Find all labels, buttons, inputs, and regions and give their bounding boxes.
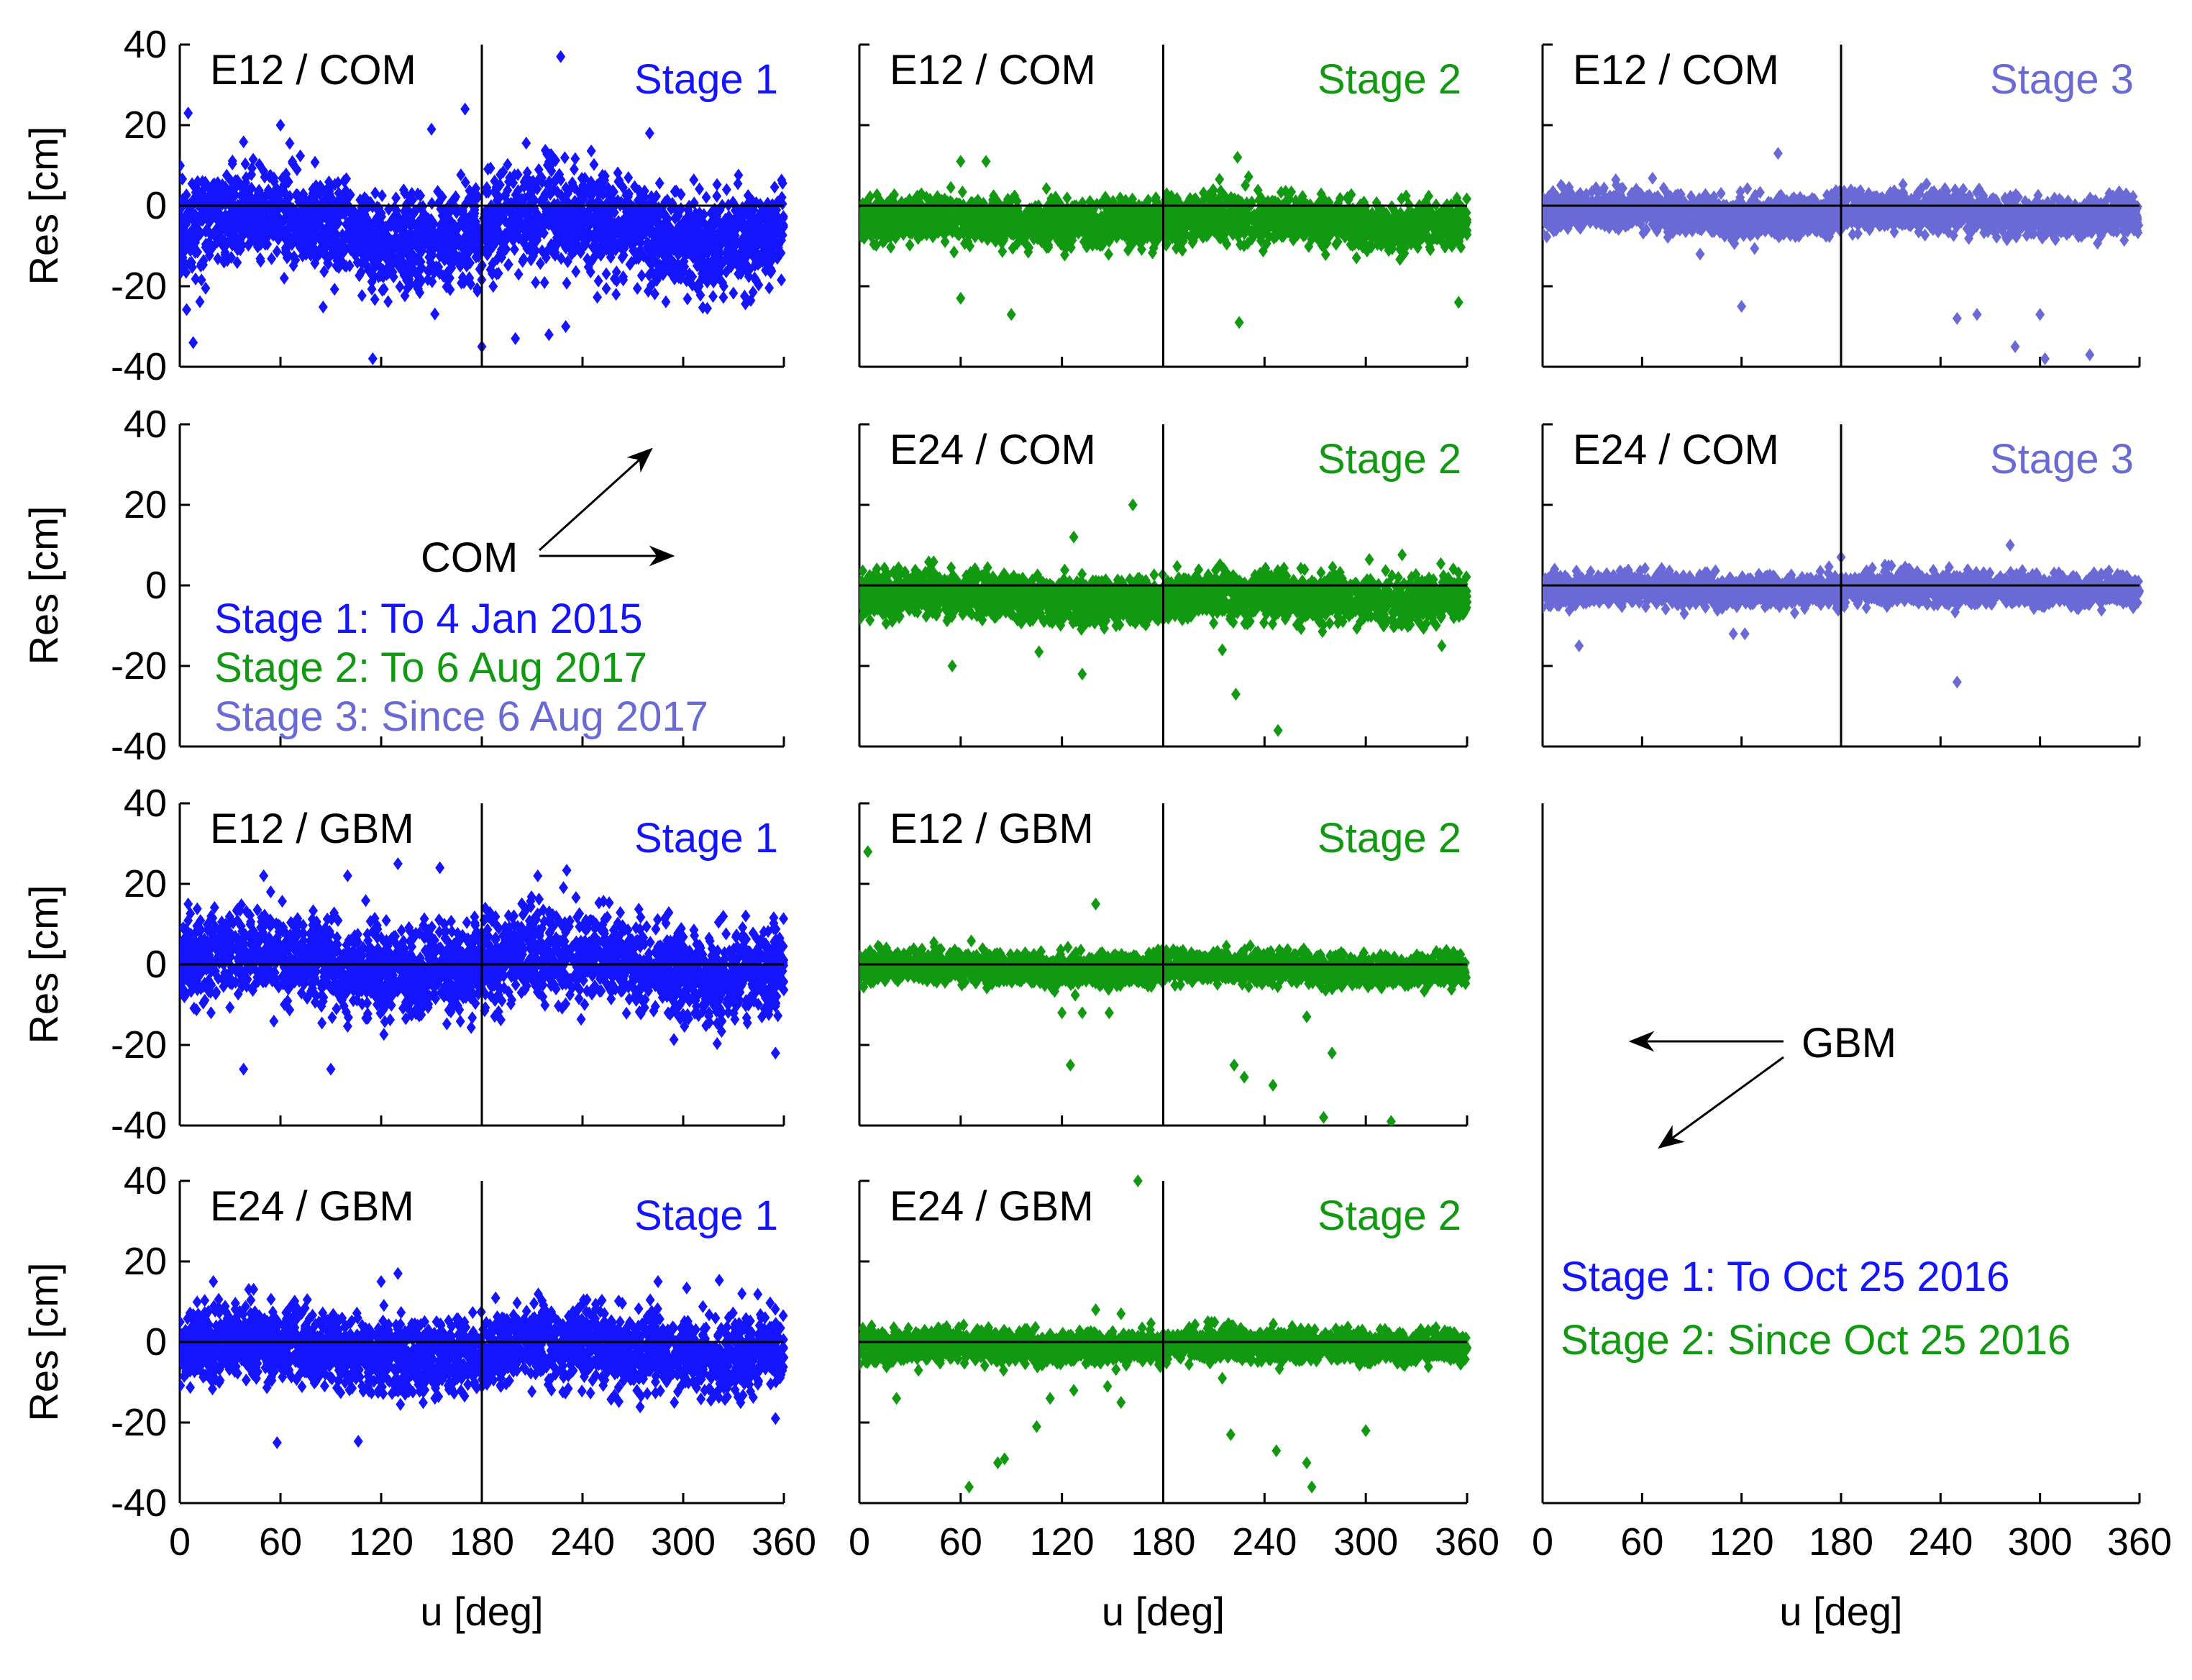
y-tick-label: -20 bbox=[111, 265, 167, 308]
data-point bbox=[561, 320, 570, 333]
data-point bbox=[182, 303, 191, 316]
data-point bbox=[544, 328, 554, 341]
data-point bbox=[368, 352, 378, 365]
data-point bbox=[311, 156, 320, 169]
data-point bbox=[521, 137, 531, 150]
data-point bbox=[655, 177, 665, 190]
data-point bbox=[514, 268, 524, 280]
panel-label: E12 / COM bbox=[210, 47, 416, 93]
data-point bbox=[722, 183, 731, 196]
data-point bbox=[661, 296, 670, 309]
data-point bbox=[378, 189, 387, 202]
data-point bbox=[602, 268, 611, 280]
data-point bbox=[391, 191, 401, 204]
data-point bbox=[587, 145, 596, 158]
data-point bbox=[712, 190, 721, 203]
data-point bbox=[276, 119, 286, 132]
data-point bbox=[239, 135, 248, 148]
data-point bbox=[383, 295, 393, 308]
data-point bbox=[188, 336, 198, 349]
data-point bbox=[777, 273, 786, 286]
data-point bbox=[183, 106, 193, 119]
y-tick-label: 0 bbox=[145, 184, 167, 227]
data-point bbox=[531, 276, 540, 289]
stage-label: Stage 1 bbox=[634, 56, 778, 103]
data-point bbox=[540, 276, 549, 289]
data-point bbox=[562, 277, 572, 290]
data-point bbox=[594, 275, 603, 288]
data-point bbox=[729, 287, 738, 300]
data-point bbox=[611, 288, 621, 301]
data-point bbox=[593, 291, 602, 303]
data-point bbox=[319, 301, 328, 314]
data-point bbox=[560, 151, 570, 164]
y-tick-label: 20 bbox=[124, 104, 167, 147]
data-point bbox=[556, 50, 565, 63]
data-point bbox=[682, 292, 692, 305]
data-point bbox=[946, 181, 956, 194]
data-point bbox=[770, 181, 780, 193]
data-point bbox=[330, 283, 339, 296]
data-point bbox=[571, 265, 580, 278]
data-point bbox=[296, 150, 305, 163]
data-point bbox=[589, 158, 598, 171]
data-point bbox=[504, 258, 513, 271]
data-point bbox=[460, 103, 470, 116]
data-point bbox=[175, 159, 185, 172]
data-point bbox=[570, 163, 579, 175]
data-point bbox=[633, 282, 642, 295]
data-point bbox=[357, 289, 367, 302]
data-point bbox=[718, 291, 728, 304]
data-point bbox=[1062, 191, 1072, 204]
data-point bbox=[624, 171, 633, 184]
data-point bbox=[430, 308, 439, 321]
data-point bbox=[427, 197, 437, 210]
data-point bbox=[689, 173, 698, 186]
data-point bbox=[645, 127, 654, 140]
data-point bbox=[285, 137, 294, 150]
data-point bbox=[395, 280, 404, 293]
data-point bbox=[949, 245, 959, 258]
data-point bbox=[488, 280, 498, 293]
data-point bbox=[764, 281, 774, 294]
data-point bbox=[370, 186, 380, 199]
data-point bbox=[713, 178, 722, 191]
data-point bbox=[695, 183, 704, 196]
data-point bbox=[570, 152, 580, 165]
data-point bbox=[196, 295, 205, 308]
data-point bbox=[708, 290, 718, 303]
data-point bbox=[905, 239, 915, 252]
data-point bbox=[734, 177, 743, 190]
data-point bbox=[511, 332, 520, 345]
data-point bbox=[702, 191, 711, 204]
panel-r1c1: 40 20 0 -20 -40 E12 / COM Stage 1 bbox=[111, 23, 788, 388]
data-point bbox=[958, 186, 967, 198]
data-point bbox=[280, 272, 289, 285]
data-point bbox=[602, 282, 611, 295]
data-point bbox=[1352, 252, 1361, 265]
data-point bbox=[427, 123, 437, 136]
y-tick-label: -40 bbox=[111, 345, 167, 388]
data-point bbox=[1042, 182, 1051, 195]
data-point bbox=[1215, 173, 1224, 186]
y-tick-label: 40 bbox=[124, 23, 167, 66]
